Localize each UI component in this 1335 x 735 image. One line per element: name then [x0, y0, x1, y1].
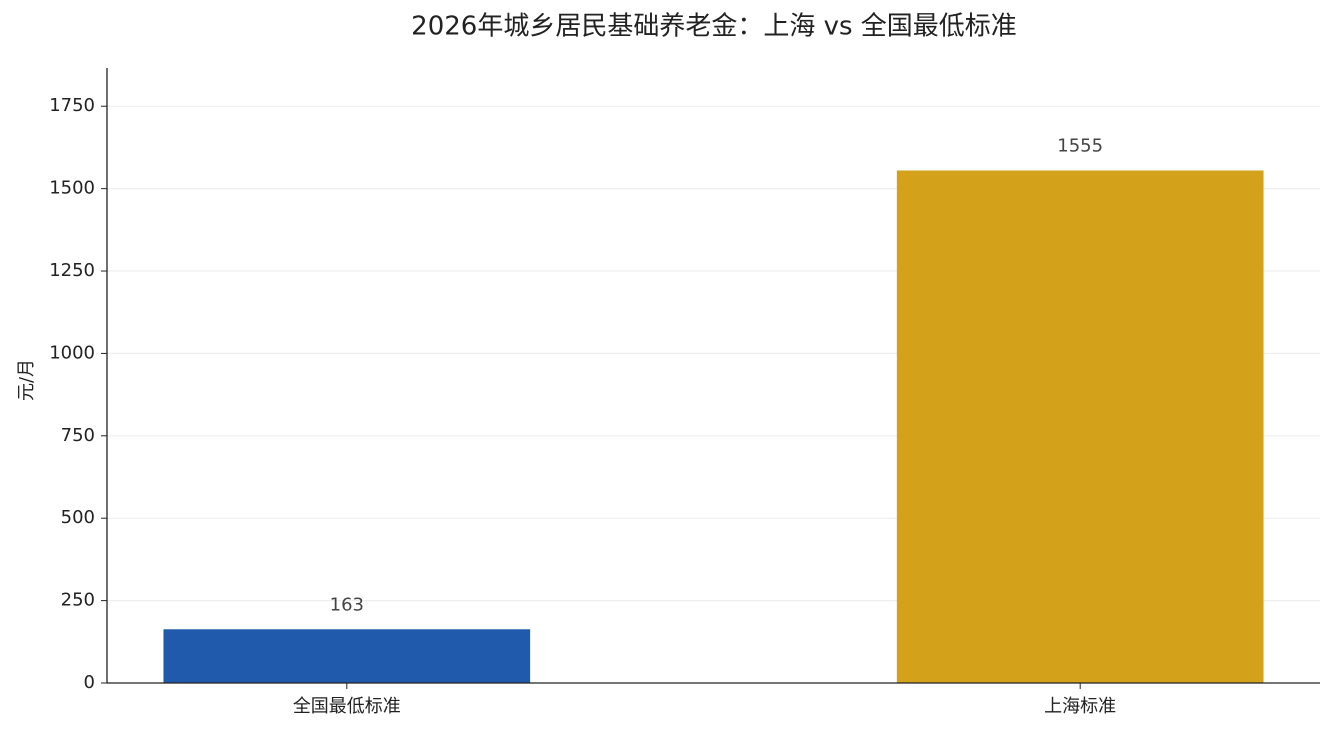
value-label: 163 — [330, 594, 364, 615]
y-tick-label: 750 — [61, 425, 95, 446]
y-tick-label: 1250 — [49, 260, 95, 281]
y-tick-label: 1000 — [49, 342, 95, 363]
y-tick-label: 0 — [84, 672, 95, 693]
chart-title: 2026年城乡居民基础养老金：上海 vs 全国最低标准 — [411, 12, 1017, 42]
y-tick-label: 250 — [61, 590, 95, 611]
x-tick-label: 上海标准 — [1044, 696, 1116, 717]
x-tick-label: 全国最低标准 — [293, 696, 401, 717]
y-tick-label: 1750 — [49, 95, 95, 116]
value-label: 1555 — [1057, 136, 1103, 157]
bar — [896, 170, 1264, 683]
bar — [163, 629, 531, 683]
y-axis-label: 元/月 — [16, 359, 37, 401]
y-tick-label: 500 — [61, 507, 95, 528]
y-tick-label: 1500 — [49, 178, 95, 199]
